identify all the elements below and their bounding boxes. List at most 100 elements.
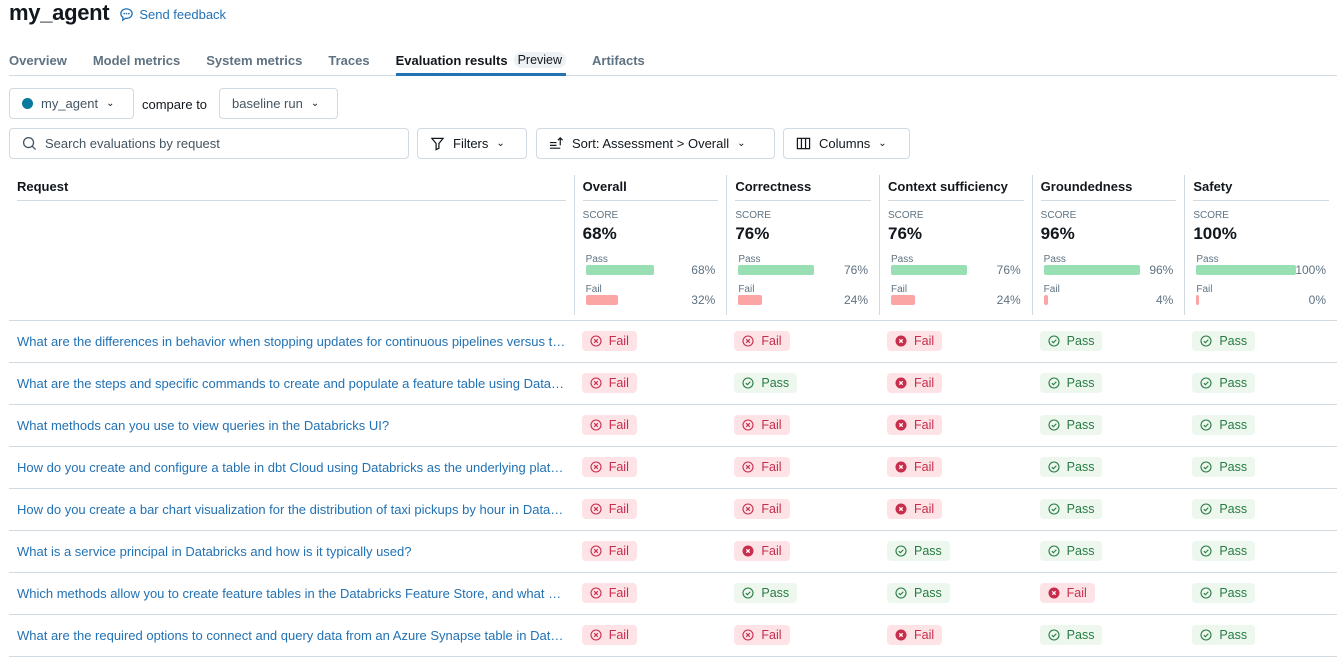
pass-badge[interactable]: Pass (1192, 583, 1256, 603)
assessment-cell: Fail (879, 499, 1032, 520)
column-header-name[interactable]: Groundedness (1040, 175, 1177, 201)
pass-badge[interactable]: Pass (1192, 499, 1256, 519)
pass-badge[interactable]: Pass (1039, 415, 1103, 435)
pass-badge[interactable]: Pass (1192, 373, 1256, 393)
fail-badge[interactable]: Fail (581, 331, 637, 351)
table-row[interactable]: What methods can you use to view queries… (9, 405, 1337, 447)
column-header-name[interactable]: Context sufficiency (888, 175, 1024, 201)
check-circle-icon (1048, 419, 1060, 431)
fail-badge[interactable]: Fail (1039, 583, 1095, 603)
pass-badge[interactable]: Pass (887, 583, 950, 603)
pass-badge[interactable]: Pass (1039, 373, 1103, 393)
tab-artifacts[interactable]: Artifacts (592, 48, 645, 76)
filters-button[interactable]: Filters ⌄ (417, 128, 527, 159)
pass-badge[interactable]: Pass (1192, 457, 1256, 477)
request-link[interactable]: What is a service principal in Databrick… (17, 544, 412, 559)
x-circle-filled-icon (895, 629, 907, 641)
check-circle-icon (1200, 629, 1212, 641)
fail-badge[interactable]: Fail (887, 625, 943, 645)
score-value: 76% (735, 224, 770, 243)
pass-badge[interactable]: Pass (1039, 499, 1103, 519)
fail-badge[interactable]: Fail (734, 457, 790, 477)
tab-label: Traces (328, 53, 370, 68)
column-header-name[interactable]: Safety (1193, 175, 1330, 201)
request-link[interactable]: What are the required options to connect… (17, 628, 574, 643)
pass-badge[interactable]: Pass (887, 541, 950, 561)
pass-bar (738, 265, 815, 275)
send-feedback-link[interactable]: Send feedback (119, 7, 226, 22)
request-link[interactable]: What are the differences in behavior whe… (17, 334, 574, 349)
pass-badge[interactable]: Pass (1192, 541, 1256, 561)
filter-icon (430, 137, 445, 151)
column-header-request[interactable]: Request (17, 175, 566, 201)
tab-traces[interactable]: Traces (328, 48, 369, 76)
run-selector[interactable]: my_agent ⌄ (9, 88, 134, 119)
fail-badge[interactable]: Fail (887, 457, 943, 477)
table-row[interactable]: What are the differences in behavior whe… (9, 321, 1337, 363)
fail-badge[interactable]: Fail (887, 499, 943, 519)
request-link[interactable]: What methods can you use to view queries… (17, 418, 390, 433)
tab-label: Model metrics (92, 53, 181, 68)
pass-label: Pass (738, 254, 761, 265)
column-header-name[interactable]: Correctness (735, 175, 871, 201)
pass-badge[interactable]: Pass (1192, 331, 1256, 351)
fail-badge[interactable]: Fail (734, 499, 790, 519)
pass-badge[interactable]: Pass (1039, 331, 1103, 351)
compare-label: compare to (142, 97, 208, 112)
check-circle-icon (742, 587, 754, 599)
pass-badge[interactable]: Pass (1192, 415, 1256, 435)
fail-bar (1196, 295, 1200, 305)
tab-model-metrics[interactable]: Model metrics (93, 48, 180, 76)
fail-bar-row: Fail 0% (1196, 280, 1329, 310)
tab-overview[interactable]: Overview (9, 48, 67, 76)
pass-badge[interactable]: Pass (1192, 625, 1256, 645)
assessment-cell: Fail (574, 625, 727, 646)
assessment-cell: Fail (1032, 583, 1185, 604)
fail-badge[interactable]: Fail (887, 331, 943, 351)
request-link[interactable]: What are the steps and specific commands… (17, 376, 574, 391)
table-row[interactable]: What are the required options to connect… (9, 615, 1337, 657)
columns-button[interactable]: Columns ⌄ (783, 128, 910, 159)
column-header-name[interactable]: Overall (582, 175, 719, 201)
fail-badge[interactable]: Fail (581, 415, 637, 435)
request-link[interactable]: How do you create and configure a table … (17, 460, 574, 475)
assessment-cell: Fail (574, 415, 727, 436)
fail-badge[interactable]: Fail (887, 373, 943, 393)
pass-badge[interactable]: Pass (734, 373, 798, 393)
assessment-label: Pass (1219, 418, 1248, 432)
tab-system-metrics[interactable]: System metrics (206, 48, 302, 76)
assessment-cell: Pass (1032, 331, 1185, 352)
fail-badge[interactable]: Fail (581, 373, 637, 393)
fail-badge[interactable]: Fail (734, 415, 790, 435)
table-row[interactable]: What are the steps and specific commands… (9, 363, 1337, 405)
assessment-label: Fail (608, 334, 629, 348)
pass-badge[interactable]: Pass (1039, 541, 1103, 561)
table-row[interactable]: How do you create a bar chart visualizat… (9, 489, 1337, 531)
compare-run-selector[interactable]: baseline run ⌄ (219, 88, 338, 119)
fail-badge[interactable]: Fail (581, 457, 637, 477)
score-label: SCORE (582, 210, 619, 221)
request-link[interactable]: Which methods allow you to create featur… (17, 586, 574, 601)
check-circle-icon (1200, 377, 1212, 389)
request-link[interactable]: How do you create a bar chart visualizat… (17, 502, 574, 517)
fail-badge[interactable]: Fail (581, 625, 637, 645)
fail-badge[interactable]: Fail (581, 499, 637, 519)
table-row[interactable]: How do you create and configure a table … (9, 447, 1337, 489)
x-circle-icon (742, 503, 754, 515)
assessment-label: Pass (1066, 418, 1095, 432)
table-row[interactable]: What is a service principal in Databrick… (9, 531, 1337, 573)
fail-badge[interactable]: Fail (581, 541, 637, 561)
fail-badge[interactable]: Fail (887, 415, 943, 435)
fail-badge[interactable]: Fail (581, 583, 637, 603)
pass-badge[interactable]: Pass (734, 583, 798, 603)
fail-badge[interactable]: Fail (734, 625, 790, 645)
table-row[interactable]: Which methods allow you to create featur… (9, 573, 1337, 615)
sort-button[interactable]: Sort: Assessment > Overall ⌄ (536, 128, 775, 159)
search-input[interactable]: Search evaluations by request (9, 128, 409, 159)
tab-evaluation-results[interactable]: Evaluation results Preview (395, 48, 567, 76)
pass-badge[interactable]: Pass (1039, 457, 1103, 477)
pass-badge[interactable]: Pass (1039, 625, 1103, 645)
fail-badge[interactable]: Fail (734, 541, 790, 561)
page-title: my_agent (9, 0, 110, 25)
fail-badge[interactable]: Fail (734, 331, 790, 351)
